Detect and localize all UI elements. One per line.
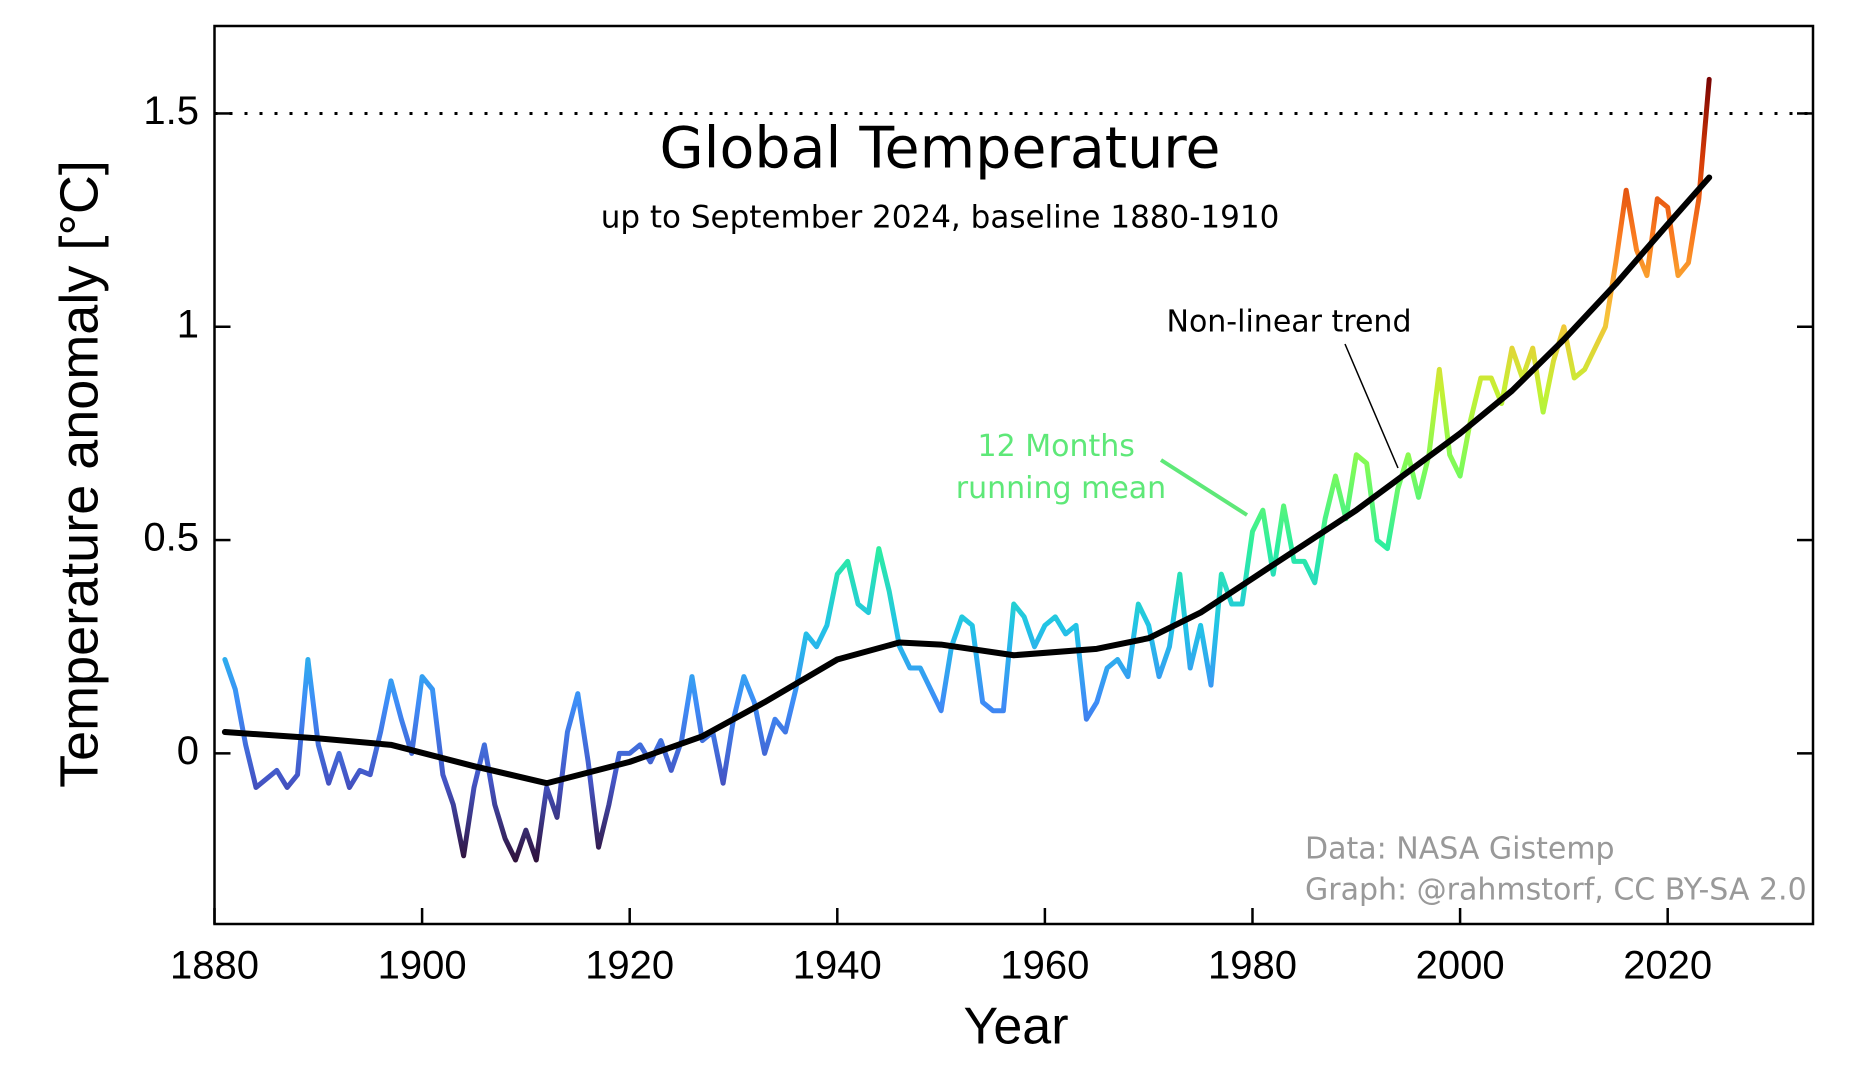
- x-tick-label: 2020: [1623, 944, 1712, 988]
- x-tick-label: 1980: [1208, 944, 1297, 988]
- credit: Graph: @rahmstorf, CC BY-SA 2.0: [1305, 873, 1807, 908]
- y-tick-label: 1.5: [143, 89, 199, 133]
- y-tick-label: 1: [177, 302, 199, 346]
- x-axis-label: Year: [963, 998, 1068, 1056]
- x-tick-label: 1900: [378, 944, 467, 988]
- series-line: [221, 174, 1713, 787]
- mean-annotation: 12 Months running mean: [956, 429, 1166, 506]
- chart-title: Global Temperature: [659, 116, 1220, 182]
- chart-subtitle: up to September 2024, baseline 1880-1910: [601, 200, 1280, 236]
- y-tick-label: 0: [177, 729, 199, 773]
- trend-pointer: [1344, 343, 1399, 469]
- mean-annotation-text: running mean: [956, 471, 1166, 506]
- x-tick-label: 2000: [1416, 944, 1505, 988]
- mean-pointer: [1159, 458, 1249, 517]
- trend-annotation: Non-linear trend: [1167, 305, 1412, 340]
- plot-frame: [213, 24, 1815, 926]
- x-tick-label: 1940: [793, 944, 882, 988]
- x-tick-label: 1920: [585, 944, 674, 988]
- mean-annotation-text: 12 Months: [978, 429, 1135, 464]
- y-tick-label: 0.5: [143, 516, 199, 560]
- series-line: [222, 76, 1712, 863]
- x-tick-label: 1960: [1000, 944, 1089, 988]
- x-tick-label: 1880: [170, 944, 259, 988]
- y-axis-label: Temperature anomaly [°C]: [49, 160, 109, 788]
- credit: Data: NASA Gistemp: [1305, 832, 1615, 867]
